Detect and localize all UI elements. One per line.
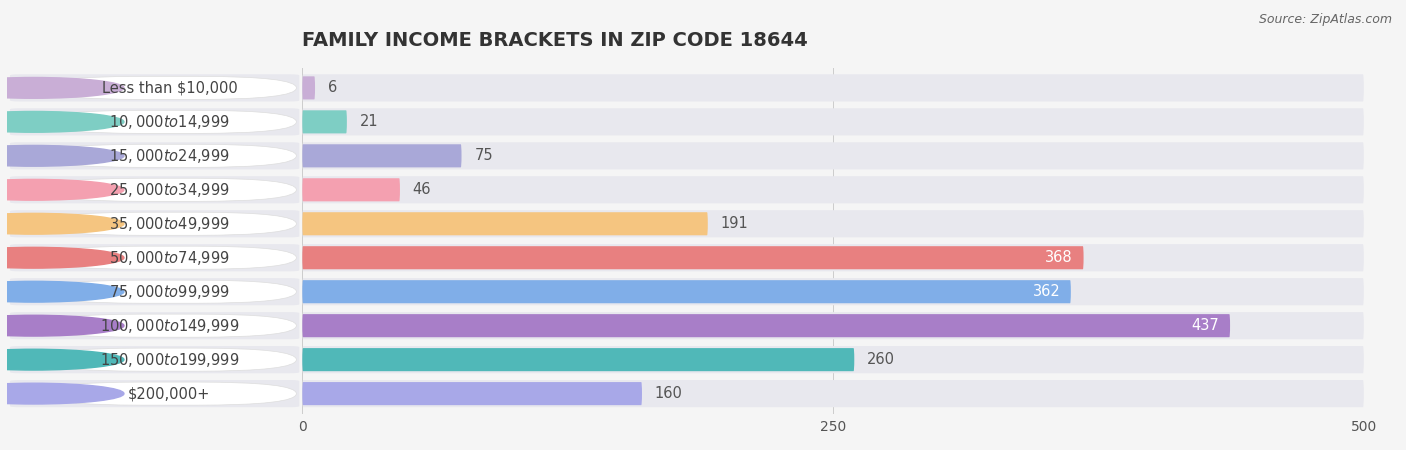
Text: $75,000 to $99,999: $75,000 to $99,999 [110,283,229,301]
Text: 46: 46 [413,182,432,197]
FancyBboxPatch shape [10,244,299,271]
FancyBboxPatch shape [302,142,1364,169]
FancyBboxPatch shape [42,144,297,167]
FancyBboxPatch shape [42,110,297,133]
FancyBboxPatch shape [10,142,299,169]
Text: 191: 191 [720,216,748,231]
Circle shape [0,383,124,404]
Circle shape [0,281,124,302]
FancyBboxPatch shape [302,278,1364,305]
FancyBboxPatch shape [10,312,299,339]
FancyBboxPatch shape [302,380,1364,407]
FancyBboxPatch shape [42,314,297,337]
FancyBboxPatch shape [42,212,297,235]
Text: $150,000 to $199,999: $150,000 to $199,999 [100,351,239,369]
FancyBboxPatch shape [302,176,1364,203]
FancyBboxPatch shape [10,74,299,101]
Text: Source: ZipAtlas.com: Source: ZipAtlas.com [1258,14,1392,27]
FancyBboxPatch shape [302,210,1364,237]
Text: 6: 6 [328,81,337,95]
FancyBboxPatch shape [10,380,299,407]
FancyBboxPatch shape [302,382,643,405]
FancyBboxPatch shape [302,110,347,133]
Text: $10,000 to $14,999: $10,000 to $14,999 [110,113,229,131]
FancyBboxPatch shape [302,74,1364,101]
FancyBboxPatch shape [42,178,297,201]
Text: $100,000 to $149,999: $100,000 to $149,999 [100,317,239,335]
FancyBboxPatch shape [302,144,461,167]
FancyBboxPatch shape [302,76,315,99]
Circle shape [0,112,124,132]
Circle shape [0,248,124,268]
Circle shape [0,213,124,234]
FancyBboxPatch shape [42,348,297,371]
FancyBboxPatch shape [302,244,1364,271]
Text: $25,000 to $34,999: $25,000 to $34,999 [110,181,229,199]
Circle shape [0,77,124,98]
FancyBboxPatch shape [302,280,1071,303]
FancyBboxPatch shape [302,246,1084,269]
FancyBboxPatch shape [302,312,1364,339]
Text: $200,000+: $200,000+ [128,386,211,401]
Text: 260: 260 [868,352,896,367]
Circle shape [0,315,124,336]
Text: $50,000 to $74,999: $50,000 to $74,999 [110,249,229,267]
FancyBboxPatch shape [10,176,299,203]
Text: $15,000 to $24,999: $15,000 to $24,999 [110,147,229,165]
FancyBboxPatch shape [302,346,1364,373]
FancyBboxPatch shape [10,278,299,305]
FancyBboxPatch shape [302,314,1230,337]
Circle shape [0,349,124,370]
Circle shape [0,145,124,166]
FancyBboxPatch shape [302,108,1364,135]
FancyBboxPatch shape [302,348,855,371]
FancyBboxPatch shape [302,178,399,201]
Text: FAMILY INCOME BRACKETS IN ZIP CODE 18644: FAMILY INCOME BRACKETS IN ZIP CODE 18644 [302,31,808,50]
FancyBboxPatch shape [10,108,299,135]
Text: 21: 21 [360,114,378,129]
FancyBboxPatch shape [10,210,299,237]
FancyBboxPatch shape [42,280,297,303]
FancyBboxPatch shape [42,382,297,405]
Text: $35,000 to $49,999: $35,000 to $49,999 [110,215,229,233]
Text: 75: 75 [474,148,494,163]
Text: 437: 437 [1192,318,1219,333]
FancyBboxPatch shape [42,246,297,269]
Circle shape [0,180,124,200]
Text: 160: 160 [655,386,682,401]
FancyBboxPatch shape [10,346,299,373]
Text: Less than $10,000: Less than $10,000 [101,81,238,95]
Text: 368: 368 [1045,250,1073,265]
Text: 362: 362 [1032,284,1060,299]
FancyBboxPatch shape [302,212,707,235]
FancyBboxPatch shape [42,76,297,99]
